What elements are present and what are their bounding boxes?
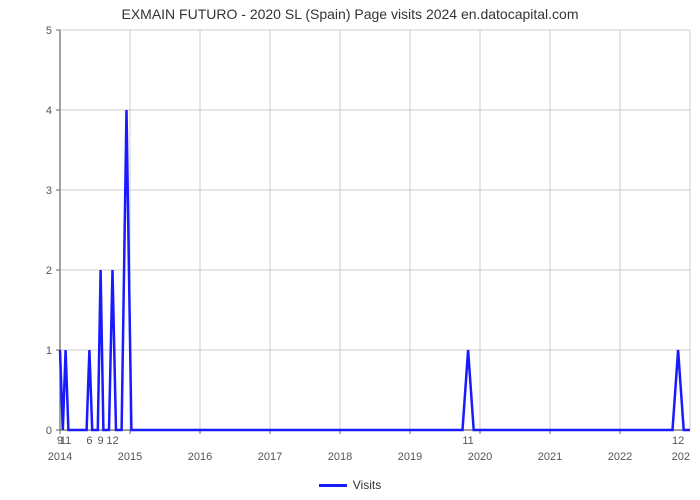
chart-legend: Visits [0, 478, 700, 492]
svg-text:4: 4 [46, 105, 52, 117]
svg-text:2020: 2020 [468, 451, 492, 463]
svg-text:0: 0 [46, 425, 52, 437]
svg-text:3: 3 [46, 185, 52, 197]
svg-text:12: 12 [106, 435, 118, 447]
svg-text:11: 11 [462, 435, 473, 447]
svg-text:2016: 2016 [188, 451, 212, 463]
chart-title: EXMAIN FUTURO - 2020 SL (Spain) Page vis… [0, 6, 700, 22]
svg-text:2022: 2022 [608, 451, 632, 463]
svg-text:2014: 2014 [48, 451, 72, 463]
svg-text:2015: 2015 [118, 451, 142, 463]
svg-text:9: 9 [98, 435, 104, 447]
svg-text:2: 2 [46, 265, 52, 277]
svg-text:11: 11 [60, 435, 71, 447]
chart-svg: 0123452014201520162017201820192020202120… [0, 0, 700, 500]
visits-chart: EXMAIN FUTURO - 2020 SL (Spain) Page vis… [0, 0, 700, 500]
legend-label: Visits [353, 478, 381, 492]
svg-text:202: 202 [672, 451, 690, 463]
legend-swatch [319, 484, 347, 487]
svg-text:2021: 2021 [538, 451, 562, 463]
svg-text:5: 5 [46, 25, 52, 37]
svg-text:12: 12 [672, 435, 684, 447]
svg-text:2017: 2017 [258, 451, 282, 463]
svg-text:1: 1 [46, 345, 52, 357]
svg-text:6: 6 [86, 435, 92, 447]
svg-text:2019: 2019 [398, 451, 422, 463]
svg-text:2018: 2018 [328, 451, 352, 463]
